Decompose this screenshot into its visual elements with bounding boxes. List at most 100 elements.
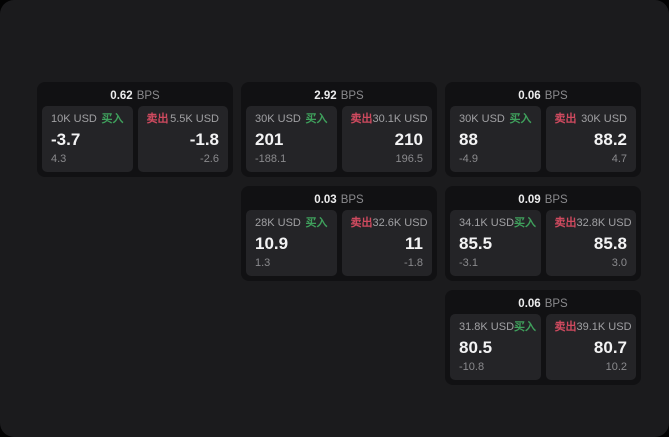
- buy-panel[interactable]: 28K USD 买入 10.9 1.3: [246, 210, 337, 276]
- quote-card[interactable]: 0.06 BPS 30K USD 买入 88 -4.9 卖出 30K USD 8…: [445, 82, 641, 177]
- sell-side-label: 卖出: [146, 113, 169, 125]
- bps-header: 0.06 BPS: [450, 86, 636, 106]
- quote-panels: 30K USD 买入 88 -4.9 卖出 30K USD 88.2 4.7: [450, 106, 636, 172]
- sell-amount: 32.8K USD: [576, 217, 632, 229]
- sell-panel[interactable]: 卖出 32.6K USD 11 -1.8: [341, 210, 432, 276]
- sell-side-label: 卖出: [350, 217, 373, 229]
- buy-price: 201: [255, 129, 284, 149]
- buy-delta: -3.1: [459, 257, 478, 269]
- sell-side-label: 卖出: [554, 321, 577, 333]
- quote-card[interactable]: 0.06 BPS 31.8K USD 买入 80.5 -10.8 卖出 39.1…: [445, 290, 641, 385]
- quote-card[interactable]: 0.09 BPS 34.1K USD 买入 85.5 -3.1 卖出 32.8K…: [445, 186, 641, 281]
- buy-price: 85.5: [459, 233, 493, 253]
- buy-delta: -4.9: [459, 153, 478, 165]
- bps-unit-label: BPS: [340, 194, 364, 206]
- bps-value: 0.03: [314, 194, 337, 206]
- sell-panel-header: 卖出 39.1K USD: [554, 321, 632, 334]
- sell-panel-header: 卖出 32.6K USD: [350, 217, 428, 230]
- buy-delta: -188.1: [255, 153, 287, 165]
- sell-amount: 32.6K USD: [372, 217, 428, 229]
- bps-unit-label: BPS: [340, 90, 364, 102]
- sell-panel[interactable]: 卖出 39.1K USD 80.7 10.2: [545, 314, 636, 380]
- quote-panels: 31.8K USD 买入 80.5 -10.8 卖出 39.1K USD 80.…: [450, 314, 636, 380]
- sell-delta: 4.7: [611, 153, 627, 165]
- bps-value: 2.92: [314, 90, 337, 102]
- sell-delta: -1.8: [404, 257, 423, 269]
- buy-amount: 28K USD: [255, 217, 301, 229]
- buy-panel-header: 30K USD 买入: [459, 113, 532, 126]
- quote-panels: 34.1K USD 买入 85.5 -3.1 卖出 32.8K USD 85.8…: [450, 210, 636, 276]
- cards-grid: 0.62 BPS 10K USD 买入 -3.7 4.3 卖出 5.5K USD…: [37, 82, 641, 385]
- sell-delta: -2.6: [200, 153, 219, 165]
- sell-panel-header: 卖出 32.8K USD: [554, 217, 632, 230]
- bps-header: 0.09 BPS: [450, 190, 636, 210]
- quote-panels: 10K USD 买入 -3.7 4.3 卖出 5.5K USD -1.8 -2.…: [42, 106, 228, 172]
- buy-price: -3.7: [51, 129, 81, 149]
- sell-delta: 196.5: [395, 153, 423, 165]
- sell-side-label: 卖出: [554, 113, 577, 125]
- sell-amount: 30.1K USD: [372, 113, 428, 125]
- sell-price: 85.8: [593, 233, 627, 253]
- bps-header: 0.06 BPS: [450, 294, 636, 314]
- bps-value: 0.62: [110, 90, 133, 102]
- sell-price: -1.8: [189, 129, 219, 149]
- buy-panel-header: 30K USD 买入: [255, 113, 328, 126]
- quote-card[interactable]: 0.62 BPS 10K USD 买入 -3.7 4.3 卖出 5.5K USD…: [37, 82, 233, 177]
- quote-panels: 28K USD 买入 10.9 1.3 卖出 32.6K USD 11 -1.8: [246, 210, 432, 276]
- buy-side-label: 买入: [514, 217, 537, 229]
- bps-unit-label: BPS: [544, 298, 568, 310]
- buy-price: 80.5: [459, 337, 493, 357]
- buy-side-label: 买入: [514, 321, 537, 333]
- buy-panel[interactable]: 31.8K USD 买入 80.5 -10.8: [450, 314, 541, 380]
- sell-amount: 39.1K USD: [576, 321, 632, 333]
- sell-panel-header: 卖出 5.5K USD: [147, 113, 220, 126]
- buy-panel-header: 10K USD 买入: [51, 113, 124, 126]
- sell-side-label: 卖出: [554, 217, 577, 229]
- bps-value: 0.06: [518, 90, 541, 102]
- sell-panel[interactable]: 卖出 32.8K USD 85.8 3.0: [545, 210, 636, 276]
- quote-panels: 30K USD 买入 201 -188.1 卖出 30.1K USD 210 1…: [246, 106, 432, 172]
- sell-amount: 5.5K USD: [170, 113, 219, 125]
- buy-amount: 30K USD: [459, 113, 505, 125]
- buy-side-label: 买入: [305, 113, 328, 125]
- sell-panel-header: 卖出 30K USD: [555, 113, 628, 126]
- sell-price: 210: [394, 129, 423, 149]
- buy-panel[interactable]: 30K USD 买入 88 -4.9: [450, 106, 541, 172]
- sell-price: 11: [405, 233, 423, 253]
- sell-panel[interactable]: 卖出 30.1K USD 210 196.5: [341, 106, 432, 172]
- buy-price: 88: [459, 129, 478, 149]
- bps-value: 0.09: [518, 194, 541, 206]
- buy-amount: 31.8K USD: [459, 321, 515, 333]
- buy-panel[interactable]: 30K USD 买入 201 -188.1: [246, 106, 337, 172]
- buy-panel-header: 28K USD 买入: [255, 217, 328, 230]
- buy-amount: 10K USD: [51, 113, 97, 125]
- buy-side-label: 买入: [101, 113, 124, 125]
- bps-unit-label: BPS: [544, 194, 568, 206]
- bps-value: 0.06: [518, 298, 541, 310]
- sell-panel-header: 卖出 30.1K USD: [350, 113, 428, 126]
- buy-panel[interactable]: 10K USD 买入 -3.7 4.3: [42, 106, 133, 172]
- buy-delta: 1.3: [255, 257, 271, 269]
- sell-panel[interactable]: 卖出 30K USD 88.2 4.7: [545, 106, 636, 172]
- quote-card[interactable]: 2.92 BPS 30K USD 买入 201 -188.1 卖出 30.1K …: [241, 82, 437, 177]
- sell-delta: 10.2: [605, 361, 627, 373]
- buy-panel[interactable]: 34.1K USD 买入 85.5 -3.1: [450, 210, 541, 276]
- sell-price: 80.7: [593, 337, 627, 357]
- buy-amount: 34.1K USD: [459, 217, 515, 229]
- bps-header: 2.92 BPS: [246, 86, 432, 106]
- quote-card[interactable]: 0.03 BPS 28K USD 买入 10.9 1.3 卖出 32.6K US…: [241, 186, 437, 281]
- bps-header: 0.62 BPS: [42, 86, 228, 106]
- sell-delta: 3.0: [611, 257, 627, 269]
- bps-header: 0.03 BPS: [246, 190, 432, 210]
- buy-panel-header: 34.1K USD 买入: [459, 217, 536, 230]
- sell-side-label: 卖出: [350, 113, 373, 125]
- sell-price: 88.2: [593, 129, 627, 149]
- buy-side-label: 买入: [509, 113, 532, 125]
- buy-delta: -10.8: [459, 361, 485, 373]
- buy-amount: 30K USD: [255, 113, 301, 125]
- buy-delta: 4.3: [51, 153, 67, 165]
- sell-amount: 30K USD: [581, 113, 627, 125]
- sell-panel[interactable]: 卖出 5.5K USD -1.8 -2.6: [137, 106, 228, 172]
- buy-side-label: 买入: [305, 217, 328, 229]
